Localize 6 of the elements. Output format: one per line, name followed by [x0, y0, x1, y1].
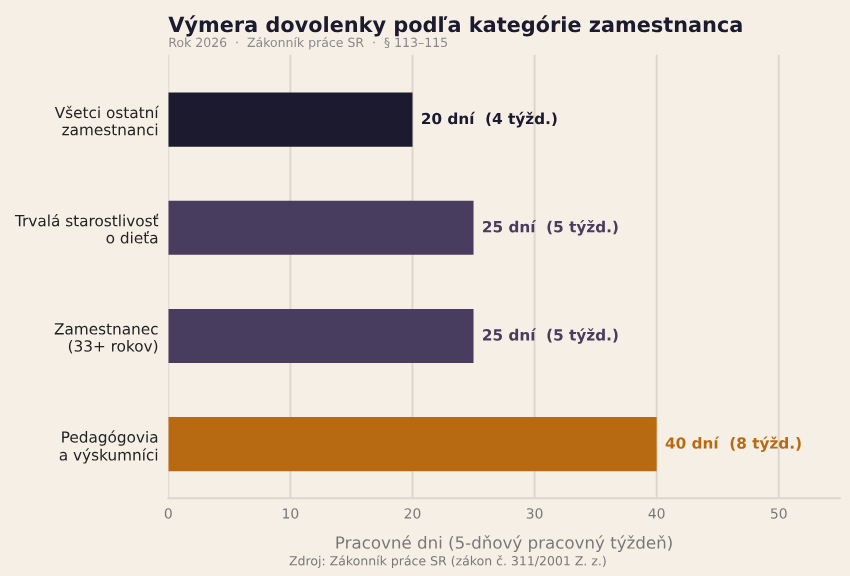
bar [168, 200, 474, 255]
bar [168, 417, 657, 472]
x-axis-title: Pracovné dni (5-dňový pracovný týždeň) [336, 535, 672, 553]
chart-title: Výmera dovolenky podľa kategórie zamestnanca [168, 15, 742, 37]
bar [168, 92, 413, 147]
bar [168, 308, 474, 364]
